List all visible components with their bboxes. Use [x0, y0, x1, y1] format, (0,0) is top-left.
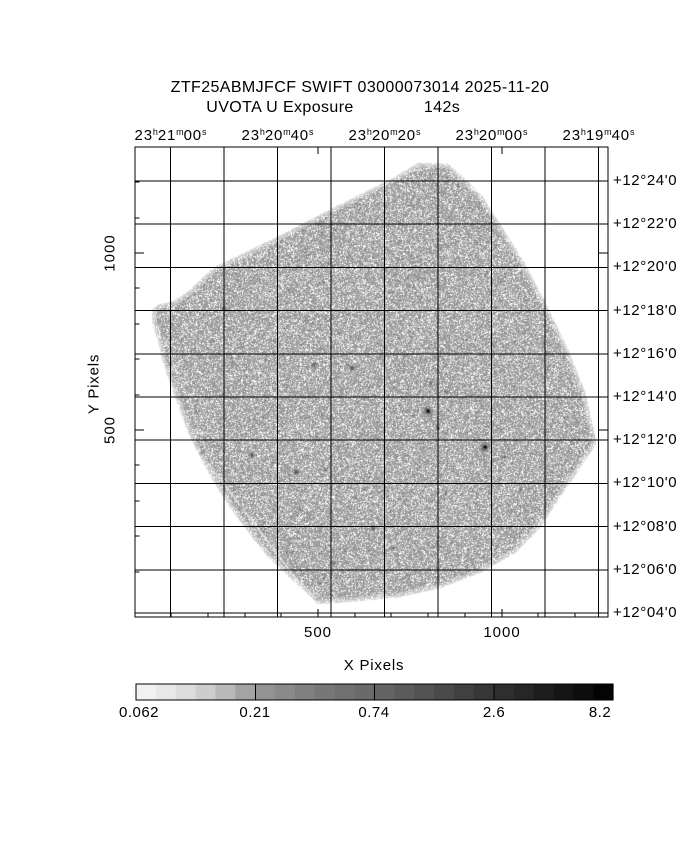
- dec-tick-label: +12°12'0: [613, 431, 677, 448]
- colorbar-step: [394, 684, 414, 700]
- dec-tick-label: +12°16'0: [613, 345, 677, 362]
- colorbar-step: [553, 684, 573, 700]
- colorbar-border: [136, 684, 613, 700]
- ra-unit-s: s: [416, 127, 421, 137]
- ra-unit-m: m: [283, 127, 291, 137]
- dec-tick-label: +12°22'0: [613, 215, 677, 232]
- colorbar-step: [176, 684, 196, 700]
- colorbar-step: [355, 684, 375, 700]
- dec-tick-label: +12°08'0: [613, 518, 677, 535]
- y-pixel-tick-label: 1000: [102, 234, 119, 271]
- colorbar-step: [136, 684, 156, 700]
- uvot-exposure-plot: ZTF25ABMJFCF SWIFT 03000073014 2025-11-2…: [0, 0, 680, 850]
- ra-unit-h: h: [367, 127, 372, 137]
- ra-unit-s: s: [630, 127, 635, 137]
- colorbar-value-label: 0.74: [358, 704, 389, 721]
- colorbar-value-label: 0.21: [239, 704, 270, 721]
- x-pixel-tick-label: 500: [304, 624, 332, 641]
- ra-unit-m: m: [176, 127, 184, 137]
- colorbar-step: [255, 684, 275, 700]
- ra-tick-label: 23h19m40s: [563, 127, 635, 144]
- exposure-time: 142s: [424, 99, 460, 117]
- colorbar-step: [434, 684, 454, 700]
- colorbar-step: [573, 684, 593, 700]
- ra-unit-h: h: [153, 127, 158, 137]
- ra-unit-s: s: [523, 127, 528, 137]
- y-pixel-tick-label: 500: [102, 416, 119, 444]
- colorbar-step: [474, 684, 494, 700]
- ra-unit-s: s: [309, 127, 314, 137]
- colorbar-step: [534, 684, 554, 700]
- ra-tick-label: 23h21m00s: [135, 127, 207, 144]
- ra-unit-m: m: [604, 127, 612, 137]
- dec-tick-label: +12°06'0: [613, 561, 677, 578]
- dec-tick-label: +12°10'0: [613, 474, 677, 491]
- ra-unit-h: h: [474, 127, 479, 137]
- y-axis-title: Y Pixels: [86, 354, 103, 414]
- colorbar-step: [514, 684, 534, 700]
- dec-tick-label: +12°24'0: [613, 172, 677, 189]
- dec-tick-label: +12°14'0: [613, 388, 677, 405]
- ra-unit-h: h: [260, 127, 265, 137]
- colorbar-value-label: 8.2: [589, 704, 611, 721]
- plot-title: ZTF25ABMJFCF SWIFT 03000073014 2025-11-2…: [171, 79, 550, 97]
- colorbar-step: [235, 684, 255, 700]
- colorbar-step: [275, 684, 295, 700]
- colorbar-step: [414, 684, 434, 700]
- colorbar-step: [196, 684, 216, 700]
- ra-unit-m: m: [390, 127, 398, 137]
- colorbar-value-label: 0.062: [119, 704, 159, 721]
- ra-unit-s: s: [202, 127, 207, 137]
- dec-tick-label: +12°20'0: [613, 258, 677, 275]
- colorbar-step: [593, 684, 613, 700]
- ra-tick-label: 23h20m20s: [349, 127, 421, 144]
- colorbar-step: [494, 684, 514, 700]
- x-pixel-tick-label: 1000: [483, 624, 520, 641]
- colorbar-step: [156, 684, 176, 700]
- dec-tick-label: +12°18'0: [613, 302, 677, 319]
- plot-frame: [135, 147, 608, 617]
- ra-unit-h: h: [581, 127, 586, 137]
- colorbar-step: [335, 684, 355, 700]
- x-axis-title: X Pixels: [344, 657, 405, 674]
- ra-unit-m: m: [497, 127, 505, 137]
- colorbar-step: [454, 684, 474, 700]
- plot-subtitle: UVOTA U Exposure: [206, 99, 354, 117]
- ra-tick-label: 23h20m00s: [456, 127, 528, 144]
- ra-tick-label: 23h20m40s: [242, 127, 314, 144]
- dec-tick-label: +12°04'0: [613, 604, 677, 621]
- colorbar-step: [375, 684, 395, 700]
- colorbar-value-label: 2.6: [483, 704, 505, 721]
- colorbar-step: [315, 684, 335, 700]
- colorbar-step: [216, 684, 236, 700]
- colorbar-step: [295, 684, 315, 700]
